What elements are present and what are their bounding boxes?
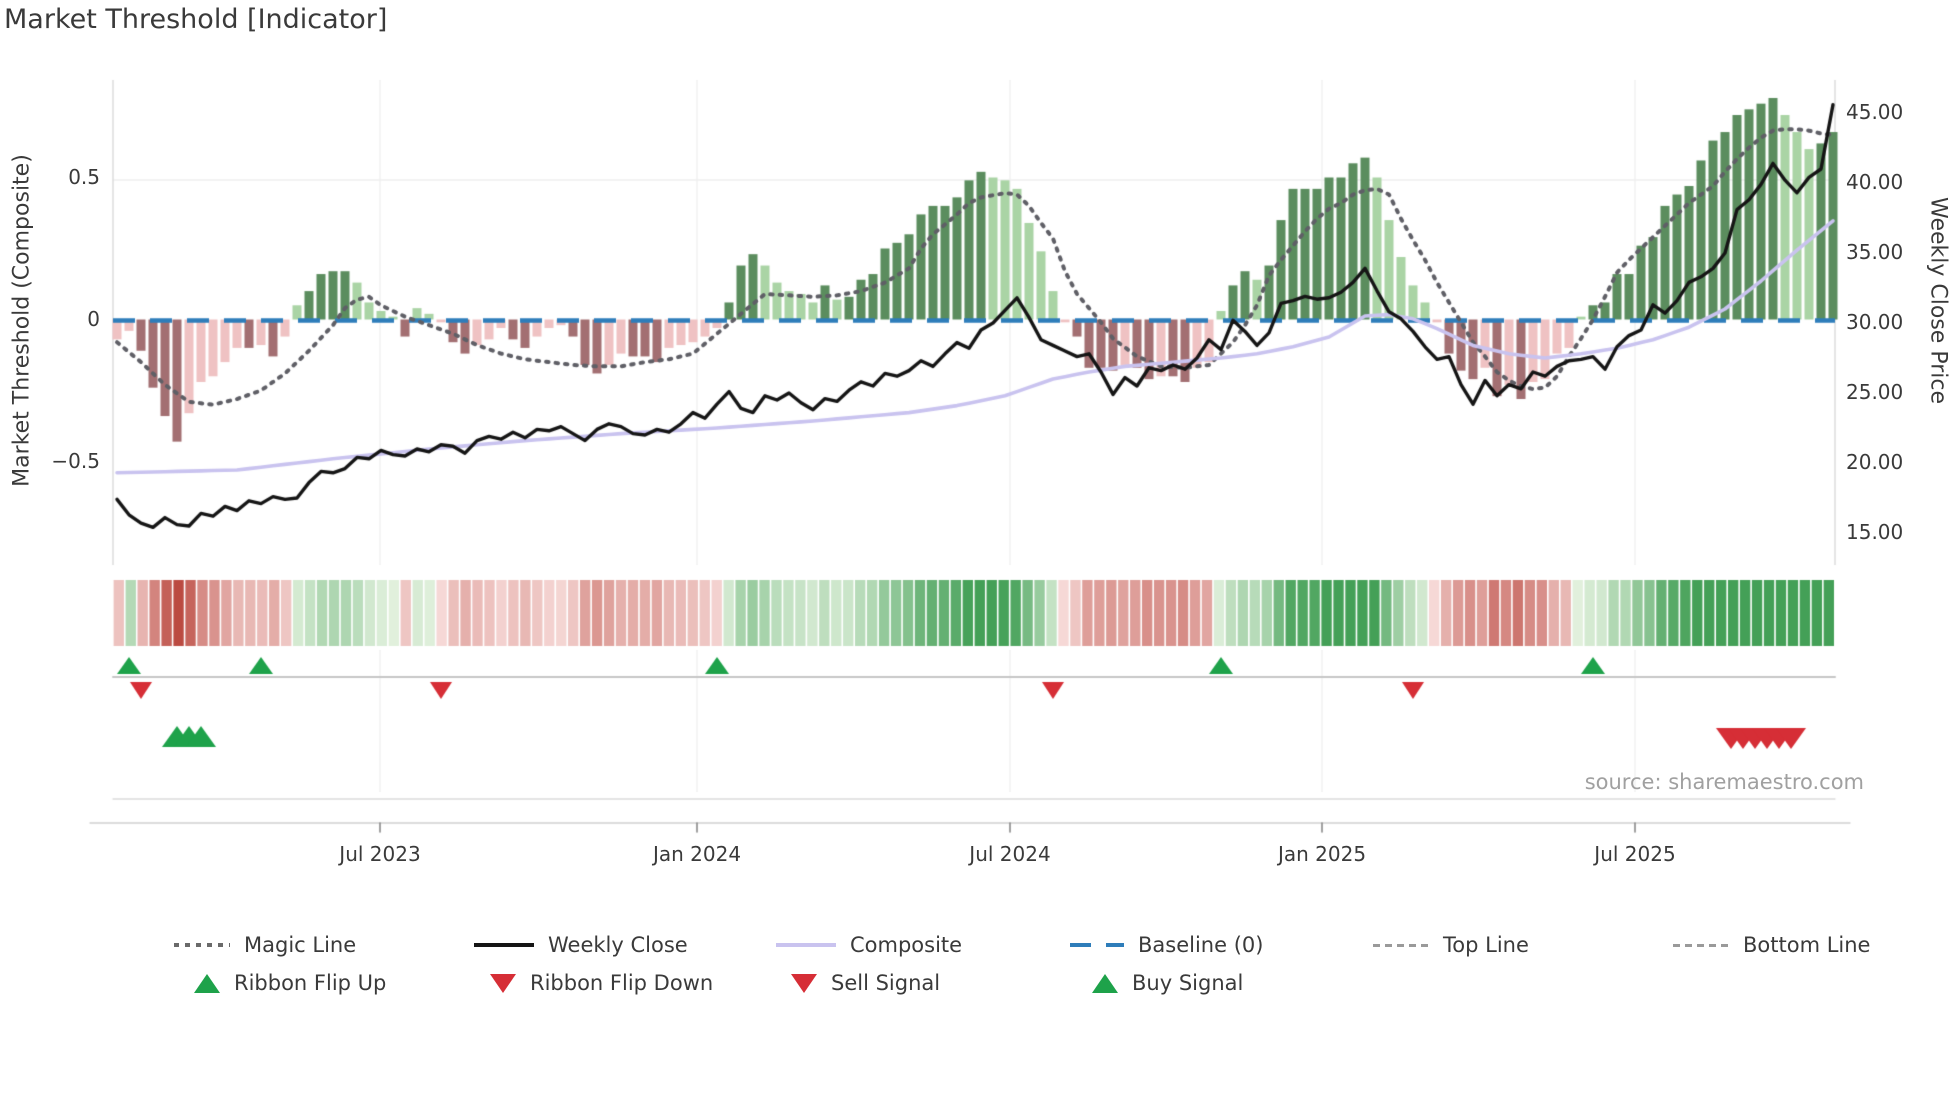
right-tick-15.00: 15.00 [1846,520,1904,544]
legend-flipup-triangle-icon [194,973,220,993]
legend-label-bottomline: Bottom Line [1743,933,1871,957]
right-tick-40.00: 40.00 [1846,170,1904,194]
legend-swatch-weekly-icon [474,943,534,947]
right-axis-title: Weekly Close Price [1925,197,1951,404]
legend-swatch-baseline-icon [1070,943,1124,947]
right-tick-30.00: 30.00 [1846,310,1904,334]
x-tick-Jan-2025: Jan 2025 [1277,842,1367,866]
legend-swatch-topline-icon [1373,943,1429,947]
legend-item-flipup: Ribbon Flip Up [194,970,386,996]
x-tick-Jan-2024: Jan 2024 [652,842,742,866]
right-tick-20.00: 20.00 [1846,450,1904,474]
legend-label-sell: Sell Signal [831,971,941,995]
right-tick-35.00: 35.00 [1846,240,1904,264]
x-tick-Jul-2023: Jul 2023 [339,842,421,866]
legend-item-flipdown: Ribbon Flip Down [490,970,713,996]
x-tick-Jul-2025: Jul 2025 [1594,842,1676,866]
legend-swatch-bottomline-icon [1673,943,1729,947]
legend-item-baseline: Baseline (0) [1070,932,1263,958]
legend-item-bottomline: Bottom Line [1673,932,1870,958]
legend-item-buy: Buy Signal [1092,970,1243,996]
legend-buy-triangle-icon [1092,973,1118,993]
legend-label-composite: Composite [850,933,963,957]
legend-item-sell: Sell Signal [791,970,940,996]
legend-item-topline: Top Line [1373,932,1529,958]
legend-item-weekly: Weekly Close [474,932,688,958]
legend-label-flipup: Ribbon Flip Up [234,971,387,995]
legend-sell-triangle-icon [791,973,817,993]
legend-label-buy: Buy Signal [1132,971,1244,995]
x-tick-Jul-2024: Jul 2024 [969,842,1051,866]
right-tick-45.00: 45.00 [1846,100,1904,124]
left-tick-0.5: 0.5 [68,164,100,189]
legend-label-flipdown: Ribbon Flip Down [530,971,714,995]
legend-swatch-magic-icon [174,943,230,947]
legend-label-topline: Top Line [1443,933,1529,957]
source-attribution: source: sharemaestro.com [1584,770,1864,794]
legend-label-baseline: Baseline (0) [1138,933,1264,957]
legend-label-weekly: Weekly Close [548,933,688,957]
legend-label-magic: Magic Line [244,933,357,957]
legend-item-composite: Composite [776,932,962,958]
right-tick-25.00: 25.00 [1846,380,1904,404]
legend-swatch-composite-icon [776,943,836,947]
legend-item-magic: Magic Line [174,932,356,958]
page-title: Market Threshold [Indicator] [4,4,388,35]
left-tick-−0.5: −0.5 [51,448,100,473]
legend-flipdown-triangle-icon [490,973,516,993]
left-tick-0: 0 [87,306,100,331]
